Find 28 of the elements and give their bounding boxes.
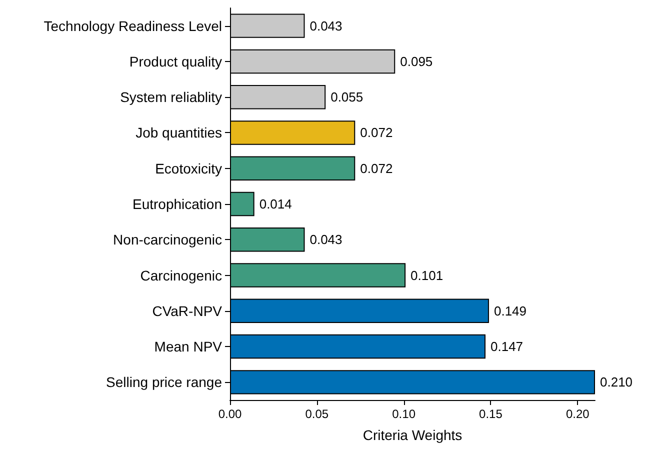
x-tick-label: 0.00 — [218, 407, 242, 421]
y-tick-label: Ecotoxicity — [155, 160, 222, 176]
y-tick-label: CVaR-NPV — [152, 302, 223, 319]
data-label: 0.043 — [310, 232, 342, 248]
data-label: 0.149 — [494, 303, 527, 318]
data-label: 0.147 — [490, 339, 524, 354]
x-tick-label: 0.15 — [479, 407, 503, 421]
data-label: 0.072 — [360, 160, 393, 176]
data-label: 0.055 — [330, 90, 364, 105]
data-label: 0.101 — [410, 268, 444, 283]
y-tick-label: Carcinogenic — [140, 267, 222, 284]
x-tick-label: 0.05 — [305, 407, 329, 421]
y-tick-label: Product quality — [129, 53, 222, 70]
data-label: 0.210 — [600, 374, 633, 390]
x-axis-title: Criteria Weights — [362, 427, 462, 443]
y-tick-label: Mean NPV — [154, 338, 223, 355]
y-tick-label: Eutrophication — [132, 196, 222, 212]
x-tick-label: 0.10 — [392, 407, 416, 421]
data-label: 0.072 — [360, 125, 393, 140]
data-label: 0.043 — [310, 18, 342, 34]
y-tick-label: Selling price range — [106, 374, 222, 390]
y-tick-label: Technology Readiness Level — [44, 18, 222, 34]
y-tick-label: Non-carcinogenic — [113, 232, 222, 248]
data-label: 0.095 — [400, 54, 433, 69]
data-label: 0.014 — [259, 196, 292, 212]
y-tick-label: System reliablity — [120, 89, 222, 106]
y-tick-label: Job quantities — [136, 124, 222, 141]
x-tick-label: 0.20 — [566, 407, 590, 421]
